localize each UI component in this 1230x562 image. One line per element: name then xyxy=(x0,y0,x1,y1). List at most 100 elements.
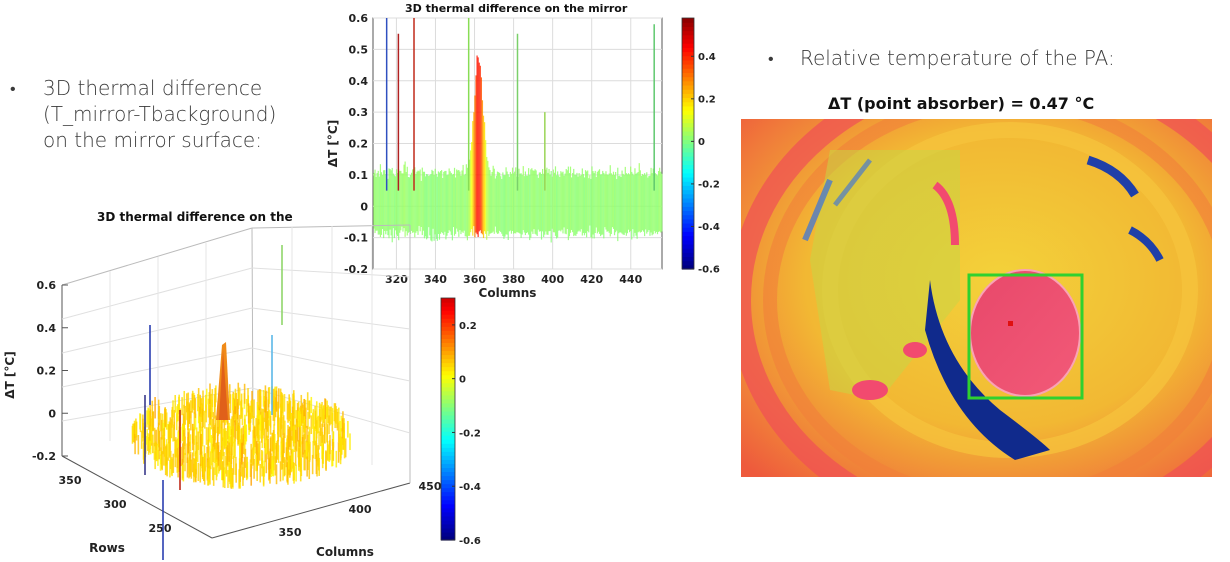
colorbar-segment xyxy=(441,318,455,323)
colorbar-segment xyxy=(441,334,455,339)
x-tick-label: 340 xyxy=(424,273,447,286)
left-text-line-2: (T_mirror-Tbackground) xyxy=(43,102,277,126)
thermal-image-title: ΔT (point absorber) = 0.47 °C xyxy=(828,94,1095,113)
grid-line xyxy=(61,267,253,320)
colorbar-tick-label: 0 xyxy=(698,137,705,148)
colorbar-segment xyxy=(441,406,455,412)
right-text-line: Relative temperature of the PA: xyxy=(800,46,1115,70)
colorbar-segment xyxy=(682,80,694,86)
colorbar-segment xyxy=(441,298,455,303)
surface-peak-core xyxy=(219,350,228,420)
colorbar-segment xyxy=(441,535,455,541)
colorbar-segment xyxy=(441,519,455,525)
colorbar-segment xyxy=(682,264,694,270)
colorbar-segment xyxy=(441,358,455,364)
colorbar-segment xyxy=(682,30,694,36)
colorbar-segment xyxy=(441,414,455,420)
z-tick-label: -0.2 xyxy=(32,450,56,463)
colorbar-segment xyxy=(441,390,455,396)
colorbar-segment xyxy=(441,346,455,352)
colorbar-segment xyxy=(682,51,694,57)
colorbar-segment xyxy=(682,68,694,73)
colorbar-segment xyxy=(441,531,455,537)
z-tick-label: 0.6 xyxy=(37,279,57,292)
colorbar-segment xyxy=(441,362,455,368)
colorbar-segment xyxy=(682,218,694,224)
colorbar-segment xyxy=(682,172,694,178)
z-tick-label: 0.2 xyxy=(37,365,57,378)
colorbar-segment xyxy=(682,214,694,220)
colorbar-segment xyxy=(441,310,455,315)
colorbar-segment xyxy=(682,160,694,166)
colorbar-segment xyxy=(682,101,694,107)
box-edge xyxy=(251,224,411,229)
colorbar-segment xyxy=(682,130,694,136)
colorbar-segment xyxy=(682,248,694,253)
colorbar-segment xyxy=(682,197,694,203)
colorbar-segment xyxy=(441,374,455,380)
colorbar-segment xyxy=(682,156,694,161)
colorbar-segment xyxy=(682,59,694,65)
colorbar-segment xyxy=(441,350,455,356)
box-edge xyxy=(61,455,213,539)
colorbar-segment xyxy=(441,451,455,456)
colorbar-segment xyxy=(441,459,455,464)
colorbar-segment xyxy=(441,342,455,347)
colorbar-segment xyxy=(682,168,694,174)
box-edge xyxy=(211,482,411,539)
y-tick-label: 0.2 xyxy=(349,138,369,151)
colorbar-segment xyxy=(441,306,455,311)
y-tick-label: -0.1 xyxy=(344,232,368,245)
colorbar-segment xyxy=(441,435,455,440)
box-edge xyxy=(61,227,253,286)
colorbar-segment xyxy=(682,135,694,140)
surface xyxy=(131,245,351,560)
colorbar-tick-label: 0.2 xyxy=(698,94,716,105)
colorbar-segment xyxy=(682,43,694,48)
y-tick-label: 0.4 xyxy=(349,75,369,88)
colorbar-segment xyxy=(441,326,455,331)
colorbar-segment xyxy=(682,206,694,212)
y-tick-label: 0.5 xyxy=(349,43,369,56)
colorbar-segment xyxy=(441,439,455,444)
left-bullet-text: • 3D thermal difference (T_mirror-Tbackg… xyxy=(10,75,277,153)
colorbar-segment xyxy=(682,210,694,216)
colorbar-segment xyxy=(682,126,694,132)
colorbar-segment xyxy=(441,479,455,485)
rows-tick-label: 350 xyxy=(59,474,82,487)
colorbar-segment xyxy=(682,34,694,40)
colorbar-segment xyxy=(682,151,694,157)
y-tick-label: 0.3 xyxy=(349,106,369,119)
colorbar-tick-label: -0.6 xyxy=(459,536,481,547)
colorbar-segment xyxy=(682,84,694,90)
colorbar-tick-label: 0.4 xyxy=(698,52,716,63)
right-bullet-text: • Relative temperature of the PA: xyxy=(768,45,1115,71)
colorbar-segment xyxy=(682,164,694,170)
colorbar-segment xyxy=(441,302,455,307)
z-tick-label: 0 xyxy=(48,407,56,420)
x-tick-label: 380 xyxy=(502,273,525,286)
grid-line xyxy=(61,347,253,388)
x-tick-label: 360 xyxy=(463,273,486,286)
rows-tick-label: 300 xyxy=(104,498,127,511)
colorbar-segment xyxy=(682,55,694,61)
grid-line xyxy=(251,307,411,330)
colorbar-segment xyxy=(682,231,694,237)
colorbar-segment xyxy=(682,93,694,99)
colorbar-segment xyxy=(441,455,455,460)
x-tick-label: 420 xyxy=(580,273,603,286)
y-tick-label: 0.1 xyxy=(349,169,369,182)
colorbar-segment xyxy=(682,38,694,44)
colorbar-segment xyxy=(441,491,455,497)
chart-bottom-title: 3D thermal difference on the xyxy=(97,210,293,224)
y-axis-label: ΔT [°C] xyxy=(326,120,340,167)
colorbar-segment xyxy=(441,495,455,501)
colorbar-segment xyxy=(682,243,694,249)
z-tick-label: 0.4 xyxy=(37,322,57,335)
colorbar-segment xyxy=(682,189,694,195)
grid-line xyxy=(251,347,411,382)
colorbar-segment xyxy=(682,143,694,149)
rows-axis-label: Rows xyxy=(89,541,125,555)
surface-traces xyxy=(373,18,663,243)
